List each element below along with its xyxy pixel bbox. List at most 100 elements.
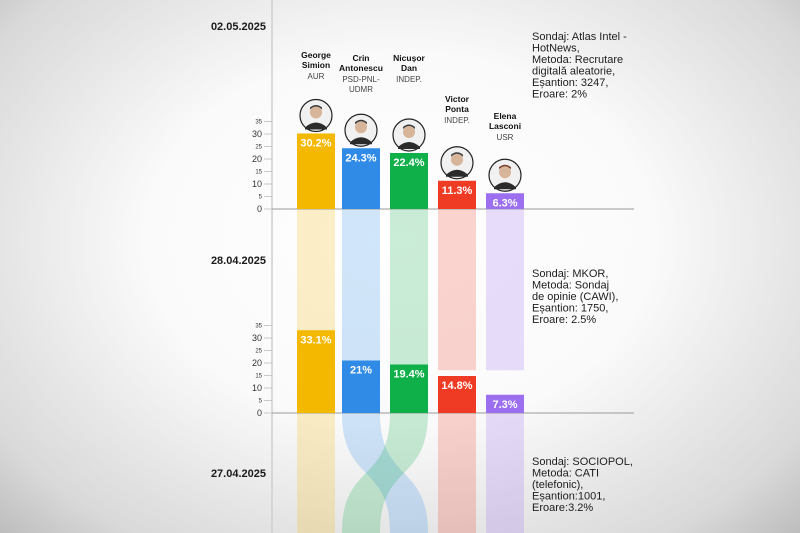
- poll-note-line: Eșantion:1001,: [532, 491, 605, 503]
- y-tick-label: 15: [255, 374, 262, 380]
- candidate-last-name: Lasconi: [489, 121, 521, 131]
- y-tick-label: 30: [252, 333, 262, 343]
- avatar-shoulders: [305, 122, 327, 130]
- y-tick-label: 25: [255, 349, 262, 355]
- y-tick-label: 5: [259, 195, 263, 201]
- avatar-shoulders: [398, 142, 420, 149]
- flow-ribbon: [342, 413, 428, 533]
- bar-label: 11.3%: [442, 185, 473, 197]
- poll-note-line: de opinie (CAWI),: [532, 291, 618, 303]
- avatar-face: [355, 121, 367, 134]
- candidate-party: PSD-PNL-: [342, 75, 380, 84]
- bar: [438, 376, 476, 413]
- avatar-shoulders: [494, 182, 516, 190]
- flow-ribbon: [438, 209, 476, 371]
- poll-note-line: Eșantion: 1750,: [532, 303, 608, 315]
- avatar-ponta: [440, 146, 474, 180]
- avatar-shoulders: [350, 137, 372, 145]
- poll-notes: Sondaj: Atlas Intel -HotNews,Metoda: Rec…: [532, 31, 633, 514]
- poll-panels: 02.05.2025 0 5 10 15 20 25 30 35 30.2% 24.3% 22.4% 1…: [211, 21, 634, 480]
- bar-label: 30.2%: [300, 138, 331, 150]
- poll-note-line: Eșantion: 3247,: [532, 77, 608, 89]
- avatar-hair: [403, 124, 415, 129]
- poll-note-line: Sondaj: SOCIOPOL,: [532, 456, 633, 468]
- poll-date: 27.04.2025: [211, 468, 266, 480]
- bar: [297, 133, 335, 209]
- bar: [342, 360, 380, 413]
- avatar-hair: [499, 164, 511, 170]
- poll-note-line: Sondaj: Atlas Intel -: [532, 31, 627, 43]
- avatar-antonescu: [344, 113, 378, 147]
- bar-label: 14.8%: [441, 380, 472, 392]
- y-tick-label: 25: [255, 145, 262, 151]
- y-tick-label: 10: [252, 383, 262, 393]
- bar-label: 22.4%: [393, 157, 424, 169]
- flow-ribbon: [297, 413, 335, 533]
- bar: [438, 180, 476, 209]
- bar-label: 7.3%: [492, 399, 517, 411]
- y-tick-label: 0: [257, 204, 262, 214]
- avatar-dan: [392, 118, 426, 152]
- candidate-first-name: Elena: [494, 111, 517, 121]
- poll-date: 28.04.2025: [211, 255, 266, 267]
- candidate-party: INDEP.: [444, 116, 470, 125]
- flow-ribbon: [486, 413, 524, 533]
- flow-ribbon: [342, 209, 380, 371]
- y-tick-label: 5: [259, 399, 263, 405]
- y-tick-label: 20: [252, 358, 262, 368]
- candidate-first-name: Nicușor: [393, 53, 425, 63]
- flow-ribbon: [486, 209, 524, 371]
- avatar-face: [403, 126, 415, 138]
- bar-label: 33.1%: [300, 334, 331, 346]
- candidate-party: AUR: [308, 72, 325, 81]
- bar-label: 24.3%: [345, 152, 376, 164]
- avatar-lasconi: [488, 158, 522, 192]
- y-tick-label: 15: [255, 170, 262, 176]
- candidate-party: UDMR: [349, 85, 373, 94]
- y-tick-label: 35: [255, 324, 262, 330]
- poll-note-line: Sondaj: MKOR,: [532, 268, 608, 280]
- bar-label: 19.4%: [393, 369, 424, 381]
- avatar-hair: [310, 105, 322, 110]
- y-tick-label: 0: [257, 408, 262, 418]
- poll-note-line: (telefonic),: [532, 479, 583, 491]
- avatar-hair: [451, 152, 463, 157]
- candidate-party: INDEP.: [396, 75, 422, 84]
- candidate-last-name: Antonescu: [339, 63, 383, 73]
- flow-ribbons: [297, 209, 524, 533]
- candidate-first-name: George: [301, 50, 331, 60]
- flow-ribbon: [438, 413, 476, 533]
- y-tick-label: 10: [252, 179, 262, 189]
- poll-note-line: Metoda: Sondaj: [532, 280, 609, 292]
- candidate-first-name: Victor: [445, 94, 470, 104]
- poll-date: 02.05.2025: [211, 21, 266, 33]
- y-tick-label: 20: [252, 154, 262, 164]
- poll-note-line: HotNews,: [532, 43, 580, 55]
- candidate-last-name: Simion: [302, 60, 330, 70]
- bar-label: 6.3%: [492, 197, 517, 209]
- avatar-face: [499, 166, 511, 179]
- avatar-shoulders: [446, 169, 468, 177]
- candidate-last-name: Dan: [401, 63, 417, 73]
- bar-label: 21%: [350, 365, 372, 377]
- candidate-first-name: Crin: [353, 53, 370, 63]
- poll-note-line: Metoda: CATI: [532, 468, 599, 480]
- avatar-simion: [299, 98, 333, 133]
- flow-ribbon: [390, 209, 428, 371]
- avatar-hair: [355, 119, 367, 125]
- y-tick-label: 35: [255, 120, 262, 126]
- bar: [486, 193, 524, 209]
- bar: [342, 148, 380, 209]
- poll-note-line: digitală aleatorie,: [532, 66, 615, 78]
- avatar-face: [451, 153, 463, 166]
- poll-note-line: Eroare:3.2%: [532, 502, 593, 514]
- bar: [390, 364, 428, 413]
- flow-ribbon: [342, 413, 428, 533]
- avatar-face: [310, 106, 322, 119]
- bar: [390, 153, 428, 209]
- bar: [297, 330, 335, 413]
- poll-note-line: Eroare: 2%: [532, 89, 587, 101]
- poll-note-line: Eroare: 2.5%: [532, 314, 596, 326]
